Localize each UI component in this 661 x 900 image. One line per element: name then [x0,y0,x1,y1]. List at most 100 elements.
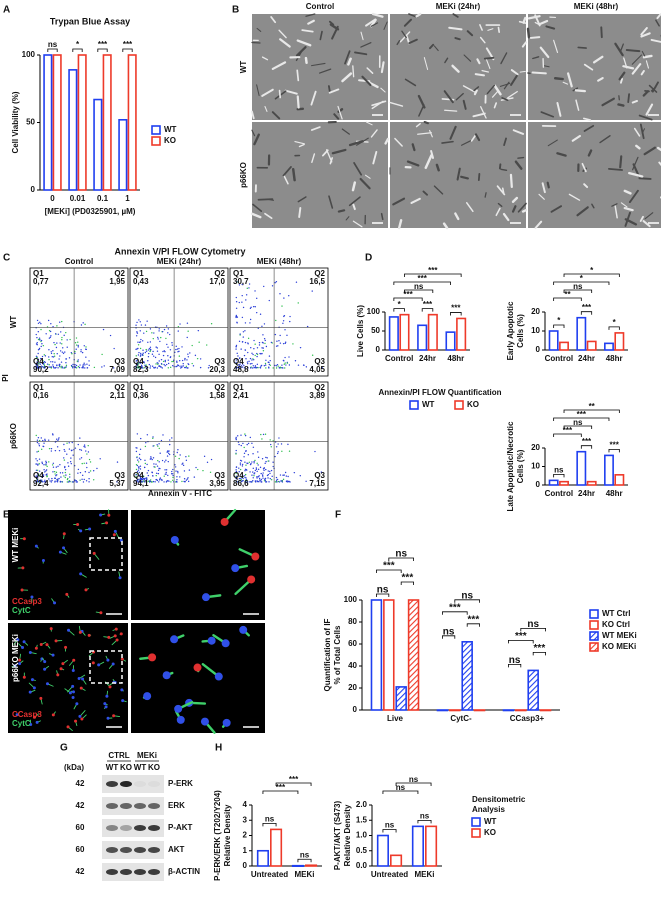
flow-event [235,436,237,439]
cell-texture [389,12,527,119]
quadrant-value: 4,05 [309,365,325,374]
y-tick-label: 0 [243,861,248,870]
flow-event [60,361,63,363]
quadrant-name: Q3 [114,357,125,366]
bracket-label: ns [414,282,424,291]
flow-event [70,462,72,465]
flow-event [247,442,250,445]
flow-event [240,434,242,436]
flow-event [181,359,184,362]
flow-event [41,476,43,478]
cell-texture [389,120,528,230]
flow-event [268,481,270,483]
flow-dots [235,433,323,483]
cell [631,54,642,65]
flow-event [292,343,294,345]
flow-event [74,363,76,366]
bar [291,864,304,867]
flow-event [241,283,243,286]
flow-event [158,481,160,483]
sig-label: ns [300,850,310,859]
flow-event [274,364,276,367]
flow-event [35,364,37,366]
flow-event [50,361,52,363]
legend-label: WT MEKi [602,631,637,640]
flow-event [148,363,151,366]
flow-event [157,445,159,447]
flow-event [146,463,148,466]
flow-event [57,367,59,369]
flow-event [143,466,146,469]
flow-event [74,352,76,355]
cell [462,99,467,110]
flow-event [264,339,266,342]
cell [474,133,481,142]
flow-event [235,344,238,347]
flow-event [182,464,185,467]
flow-event [51,361,54,363]
flow-event [235,366,238,369]
flow-event [278,340,280,342]
flow-event [36,362,38,364]
flow-event [40,437,42,439]
sig-label: ns [48,40,58,49]
flow-event [116,481,118,483]
flow-event [37,437,40,439]
x-axis-label: [MEKi] (PD0325901, µM) [45,207,136,216]
flow-event [142,480,145,482]
flow-event [251,359,253,361]
flow-event [240,348,242,350]
nucleus [21,566,25,570]
flow-event [259,313,262,315]
bracket [553,297,582,301]
cell [354,51,368,56]
flow-event [47,319,50,322]
cell [408,38,418,45]
flow-event [281,480,283,482]
legend-label: KO Ctrl [602,620,630,629]
nucleus [65,592,69,596]
flow-event [75,344,78,346]
flow-event [243,452,246,455]
cell [608,168,623,171]
cell [304,56,308,64]
flow-event [252,477,254,479]
cell [575,99,580,111]
flow-event [149,480,152,483]
nucleus [106,716,110,720]
cell [366,67,374,74]
flow-event [39,480,41,483]
nucleus [54,639,58,643]
cell [507,90,518,99]
flow-event [267,470,269,472]
flow-event [176,348,179,350]
y-axis-label: P-AKT/AKT (S473) [333,800,342,870]
blot-band [148,847,160,853]
nucleus [71,668,75,672]
flow-event [279,334,281,337]
flow-event [54,477,56,479]
flow-event [282,322,284,325]
cell [642,54,653,59]
bar [407,599,420,711]
flow-event [82,366,84,368]
flow-event [280,480,282,482]
flow-event [136,359,138,361]
sig-label: *** [534,643,546,654]
flow-event [276,340,278,342]
bar [576,316,587,351]
flow-event [264,479,267,482]
flow-event [54,480,56,482]
flow-event [251,352,253,355]
flow-event [169,366,172,369]
cell [251,129,256,137]
flow-event [157,469,160,472]
nucleus [105,694,109,698]
flow-event [154,466,156,468]
flow-event [135,464,138,466]
nucleus [87,633,91,637]
flow-event [36,356,38,359]
flow-event [265,468,267,471]
cell [333,113,340,120]
flow-event [75,479,77,482]
